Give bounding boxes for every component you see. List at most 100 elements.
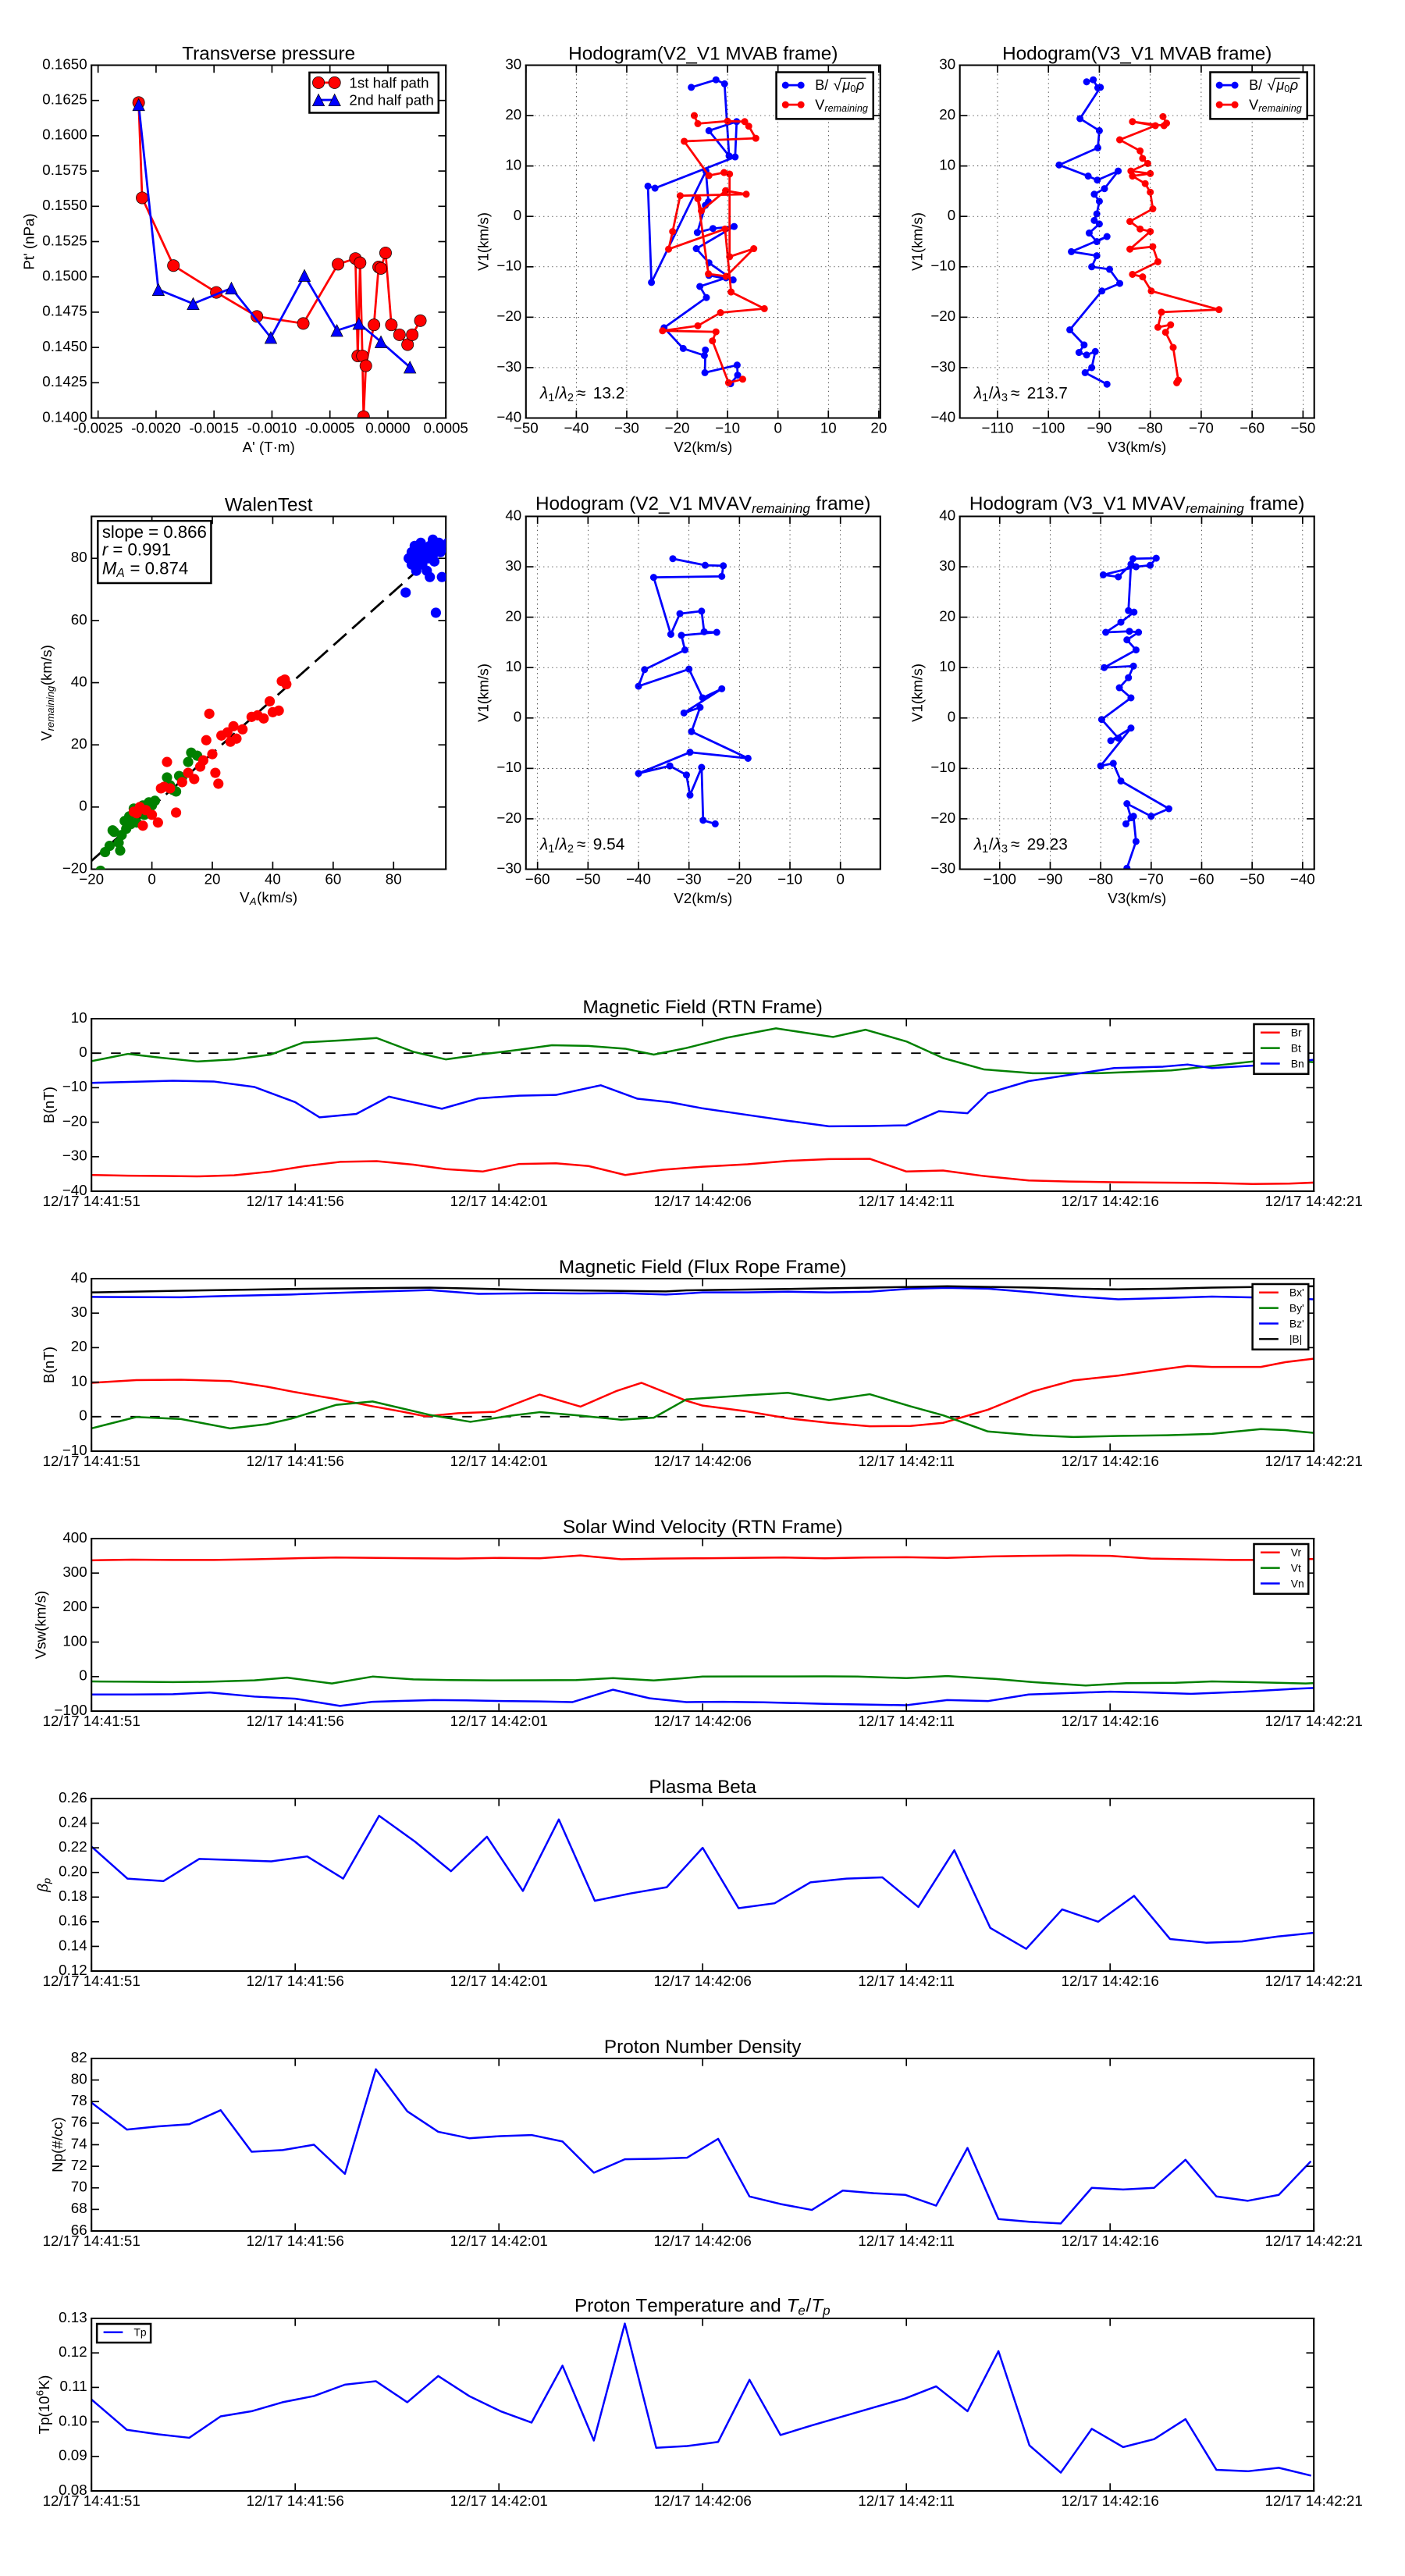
svg-text:−50: −50 <box>575 871 600 888</box>
svg-text:30: 30 <box>939 557 955 574</box>
svg-text:0.1450: 0.1450 <box>42 338 87 354</box>
svg-text:12/17 14:42:21: 12/17 14:42:21 <box>1265 1193 1363 1209</box>
svg-text:−60: −60 <box>1240 420 1264 436</box>
svg-text:0.1575: 0.1575 <box>42 162 87 178</box>
svg-text:Solar Wind Velocity (RTN Frame: Solar Wind Velocity (RTN Frame) <box>563 1517 843 1538</box>
svg-text:−10: −10 <box>715 420 740 436</box>
svg-text:12/17 14:41:51: 12/17 14:41:51 <box>43 2492 140 2509</box>
svg-text:−40: −40 <box>564 420 589 436</box>
svg-text:40: 40 <box>939 507 955 523</box>
svg-text:H o d o: H o d o g r a m ( V 3 _ V 1 M V A V f r … <box>969 493 1310 517</box>
svg-text:12/17 14:42:06: 12/17 14:42:06 <box>654 1453 752 1469</box>
svg-text:−100: −100 <box>1032 420 1065 436</box>
svg-text:0.1425: 0.1425 <box>42 373 87 390</box>
svg-text:β p: β p <box>32 1878 52 1893</box>
svg-text:80: 80 <box>71 549 87 565</box>
svg-text:0: 0 <box>79 1667 87 1684</box>
svg-text:0: 0 <box>148 871 155 888</box>
svg-text:−50: −50 <box>1240 871 1264 888</box>
svg-text:0.26: 0.26 <box>59 1789 87 1806</box>
svg-text:Plasma Beta: Plasma Beta <box>649 1777 756 1798</box>
svg-text:12/17 14:42:06: 12/17 14:42:06 <box>654 2492 752 2509</box>
svg-text:12/17 14:41:51: 12/17 14:41:51 <box>43 2233 140 2249</box>
svg-text:400: 400 <box>62 1529 87 1546</box>
svg-text:0: 0 <box>79 1044 87 1060</box>
svg-text:V3(km/s): V3(km/s) <box>1108 890 1166 906</box>
svg-text:0.1600: 0.1600 <box>42 126 87 143</box>
svg-text:−20: −20 <box>496 308 521 324</box>
svg-text:12/17 14:42:01: 12/17 14:42:01 <box>450 1193 548 1209</box>
svg-text:12/17 14:41:51: 12/17 14:41:51 <box>43 1973 140 1989</box>
svg-text:−20: −20 <box>62 859 87 876</box>
svg-text:0: 0 <box>79 798 87 814</box>
svg-text:0: 0 <box>79 1407 87 1424</box>
svg-text:M A =: M A = 0 . 8 7 4 <box>102 559 188 582</box>
svg-text:V1(km/s): V1(km/s) <box>909 664 926 722</box>
svg-text:12/17 14:41:51: 12/17 14:41:51 <box>43 1713 140 1729</box>
svg-text:Bn: Bn <box>1291 1057 1304 1069</box>
svg-text:2nd half path: 2nd half path <box>349 92 433 109</box>
svg-text:−90: −90 <box>1038 871 1063 888</box>
svg-text:12/17 14:42:21: 12/17 14:42:21 <box>1265 2492 1363 2509</box>
svg-text:0: 0 <box>514 709 521 725</box>
svg-text:12/17 14:41:51: 12/17 14:41:51 <box>43 1193 140 1209</box>
svg-text:V3(km/s): V3(km/s) <box>1108 439 1166 455</box>
svg-text:10: 10 <box>71 1009 87 1026</box>
svg-text:12/17 14:42:16: 12/17 14:42:16 <box>1062 2233 1159 2249</box>
svg-text:T p ( 1: T p ( 1 0 K ) 6 <box>34 2370 53 2434</box>
svg-text:12/17 14:41:56: 12/17 14:41:56 <box>247 1453 344 1469</box>
svg-text:−70: −70 <box>1189 420 1214 436</box>
svg-text:66: 66 <box>71 2222 87 2238</box>
svg-text:0: 0 <box>836 871 844 888</box>
svg-text:100: 100 <box>62 1632 87 1649</box>
svg-text:−50: −50 <box>514 420 539 436</box>
svg-text:λ λ 1 2: λ λ 1 2 / ≈ 1 3 . 2 <box>539 382 624 404</box>
svg-text:12/17 14:41:51: 12/17 14:41:51 <box>43 1453 140 1469</box>
svg-text:Vsw(km/s): Vsw(km/s) <box>33 1591 49 1659</box>
svg-text:B(nT): B(nT) <box>41 1087 57 1123</box>
svg-text:40: 40 <box>265 871 281 888</box>
svg-text:0: 0 <box>774 420 781 436</box>
svg-text:12/17 14:42:01: 12/17 14:42:01 <box>450 1973 548 1989</box>
svg-text:slope = 0.866: slope = 0.866 <box>102 522 207 542</box>
svg-text:12/17 14:42:01: 12/17 14:42:01 <box>450 1713 548 1729</box>
svg-text:Bz': Bz' <box>1289 1317 1304 1329</box>
svg-text:30: 30 <box>939 55 955 72</box>
svg-text:WalenTest: WalenTest <box>225 495 313 516</box>
svg-text:40: 40 <box>505 507 521 523</box>
svg-text:−40: −40 <box>62 1182 87 1198</box>
svg-text:10: 10 <box>939 658 955 674</box>
svg-text:Proton Number Density: Proton Number Density <box>604 2037 802 2058</box>
svg-text:12/17 14:41:56: 12/17 14:41:56 <box>247 1713 344 1729</box>
svg-text:−30: −30 <box>496 859 521 876</box>
svg-text:0.22: 0.22 <box>59 1838 87 1855</box>
svg-text:0: 0 <box>948 207 955 223</box>
svg-text:12/17 14:41:56: 12/17 14:41:56 <box>247 1973 344 1989</box>
svg-text:20: 20 <box>71 1338 87 1354</box>
svg-text:0.1625: 0.1625 <box>42 91 87 108</box>
svg-text:20: 20 <box>939 106 955 123</box>
svg-text:−40: −40 <box>626 871 651 888</box>
svg-text:12/17 14:42:06: 12/17 14:42:06 <box>654 1193 752 1209</box>
svg-text:Bt: Bt <box>1291 1041 1301 1054</box>
svg-text:V ( k m: V ( k m / s ) r e m a i n i n g <box>36 640 58 741</box>
svg-text:10: 10 <box>505 156 521 173</box>
svg-text:Magnetic Field (Flux Rope Fram: Magnetic Field (Flux Rope Frame) <box>559 1257 847 1278</box>
svg-text:By': By' <box>1289 1301 1304 1314</box>
svg-text:78: 78 <box>71 2092 87 2108</box>
svg-text:12/17 14:42:11: 12/17 14:42:11 <box>858 2233 955 2249</box>
svg-text:−80: −80 <box>1138 420 1163 436</box>
svg-text:20: 20 <box>71 735 87 752</box>
svg-text:0.18: 0.18 <box>59 1888 87 1904</box>
svg-text:Bx': Bx' <box>1289 1286 1304 1299</box>
svg-text:80: 80 <box>386 871 402 888</box>
svg-text:−20: −20 <box>930 308 955 324</box>
svg-text:0: 0 <box>948 709 955 725</box>
svg-text:−30: −30 <box>62 1147 87 1164</box>
svg-text:−70: −70 <box>1139 871 1164 888</box>
svg-text:-0.0005: -0.0005 <box>305 420 355 436</box>
svg-text:−20: −20 <box>62 1112 87 1129</box>
svg-text:Np(#/cc): Np(#/cc) <box>49 2117 66 2172</box>
svg-text:-0.0015: -0.0015 <box>189 420 239 436</box>
svg-text:−60: −60 <box>1190 871 1215 888</box>
